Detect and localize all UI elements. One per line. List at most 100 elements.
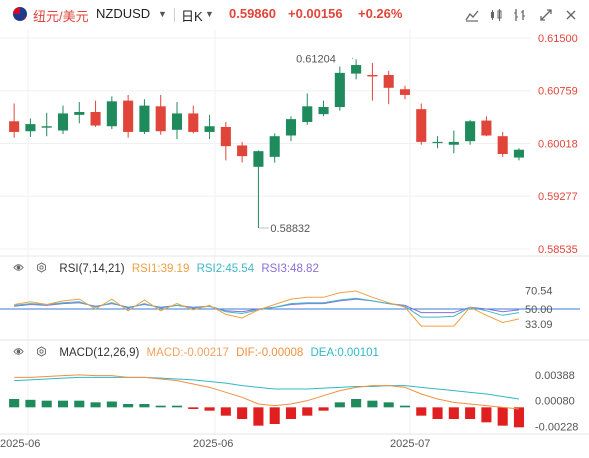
macd-axis: 0.00388 0.00080 -0.00228	[535, 370, 578, 433]
visibility-eye-icon[interactable]	[13, 263, 32, 275]
header-divider	[174, 8, 175, 22]
macd-bar	[269, 407, 280, 424]
pair-code[interactable]: NZDUSD	[96, 6, 151, 21]
macd-bar	[302, 407, 313, 416]
macd-bar	[155, 405, 166, 408]
candle-body	[171, 113, 183, 130]
candle-body	[334, 72, 345, 108]
candle-body	[448, 141, 459, 145]
rsi-tick-label: 33.09	[525, 319, 553, 331]
rsi-tick-label: 70.54	[525, 286, 553, 298]
pair-chinese-name[interactable]: 纽元/美元	[33, 9, 89, 24]
date-axis: 2025-06 2025-06 2025-07	[0, 438, 430, 450]
macd-bar	[139, 404, 150, 408]
area-chart-icon[interactable]	[463, 6, 481, 24]
candle-chart-icon[interactable]	[487, 6, 505, 24]
macd-histogram	[9, 399, 525, 428]
macd-bar	[432, 407, 443, 419]
candle-body	[57, 113, 69, 131]
macd-bar	[351, 399, 362, 408]
candle-body	[285, 119, 297, 136]
chart-header: 纽元/美元 NZDUSD ▼ 日K ▼ 0.59860 +0.00156 +0.…	[0, 0, 589, 30]
macd-bar	[285, 407, 297, 419]
macd-bar	[9, 399, 20, 408]
macd-bar	[481, 407, 492, 423]
macd-tick-label: 0.00388	[535, 370, 575, 382]
macd-bar	[367, 400, 378, 408]
candle-body	[188, 113, 199, 132]
low-annotation: 0.58832	[270, 223, 310, 235]
price-tick-label: 0.59277	[538, 191, 578, 203]
rsi-tick-label: 50.00	[525, 304, 553, 316]
rsi1-value: RSI1:39.19	[131, 263, 190, 275]
candle-body	[318, 107, 329, 115]
macd-bar	[188, 407, 199, 409]
rsi2-value: RSI2:45.54	[196, 263, 255, 275]
price-axis: 0.61500 0.60759 0.60018 0.59277 0.58535	[538, 33, 578, 256]
macd-name: MACD(12,26,9)	[59, 347, 140, 359]
macd-bar	[204, 407, 215, 411]
expand-icon[interactable]	[537, 6, 555, 24]
nz-us-flag-icon	[13, 7, 27, 21]
candle-body	[432, 141, 443, 144]
settings-gear-icon[interactable]	[36, 262, 55, 275]
pair-dropdown-icon[interactable]: ▼	[158, 9, 167, 19]
candle-body	[237, 145, 248, 157]
candle-body	[139, 105, 150, 132]
macd-bar	[253, 407, 264, 426]
date-tick-label: 2025-06	[0, 438, 40, 450]
candle-body	[106, 101, 117, 127]
candle-body	[253, 151, 264, 167]
macd-bar	[318, 407, 329, 411]
price-change: +0.00156	[288, 6, 343, 21]
candle-body	[90, 112, 101, 126]
rsi2-line	[14, 297, 520, 318]
macd-bar	[237, 407, 248, 419]
close-icon[interactable]	[562, 6, 580, 24]
rsi-name: RSI(7,14,21)	[59, 263, 125, 275]
candle-body	[383, 75, 394, 88]
price-tick-label: 0.60018	[538, 138, 578, 150]
macd-bar	[513, 407, 525, 428]
candle-body	[123, 100, 134, 132]
timeframe-select[interactable]: 日K	[181, 9, 203, 24]
candle-body	[416, 109, 427, 142]
candle-body	[74, 112, 85, 115]
timeframe-dropdown-icon[interactable]: ▼	[205, 9, 214, 19]
visibility-eye-icon[interactable]	[13, 347, 32, 359]
macd-bar	[399, 405, 411, 408]
candle-body	[497, 136, 508, 154]
candle-body	[399, 89, 411, 95]
candle-body	[481, 120, 492, 136]
rsi-legend: RSI(7,14,21) RSI1:39.19 RSI2:45.54 RSI3:…	[13, 262, 323, 275]
macd-bar	[416, 407, 427, 416]
grid-lines	[0, 30, 589, 435]
macd-lines	[14, 374, 520, 410]
macd-bar	[123, 404, 134, 408]
candle-body	[155, 106, 166, 132]
candle-body	[204, 126, 215, 132]
candle-body	[465, 121, 476, 142]
macd-bar	[220, 407, 231, 416]
rsi-axis: 70.54 50.00 33.09	[0, 286, 580, 331]
price-tick-label: 0.61500	[538, 33, 578, 45]
high-annotation: 0.61204	[296, 53, 336, 65]
macd-value: MACD:-0.00217	[146, 347, 229, 359]
price-tick-label: 0.58535	[538, 244, 578, 256]
last-price: 0.59860	[229, 6, 276, 21]
candle-body	[41, 126, 52, 128]
candle-body	[269, 136, 280, 157]
settings-gear-icon[interactable]	[36, 346, 55, 359]
macd-bar	[41, 400, 52, 408]
candle-body	[9, 121, 20, 132]
rsi-series	[14, 290, 520, 327]
candle-body	[220, 126, 231, 147]
candle-body	[25, 124, 36, 132]
macd-legend: MACD(12,26,9) MACD:-0.00217 DIF:-0.00008…	[13, 346, 383, 359]
macd-bar	[57, 400, 69, 408]
macd-bar	[25, 399, 36, 408]
candle-body	[351, 65, 362, 74]
ohlc-chart-icon[interactable]	[511, 6, 529, 24]
macd-bar	[383, 402, 394, 408]
